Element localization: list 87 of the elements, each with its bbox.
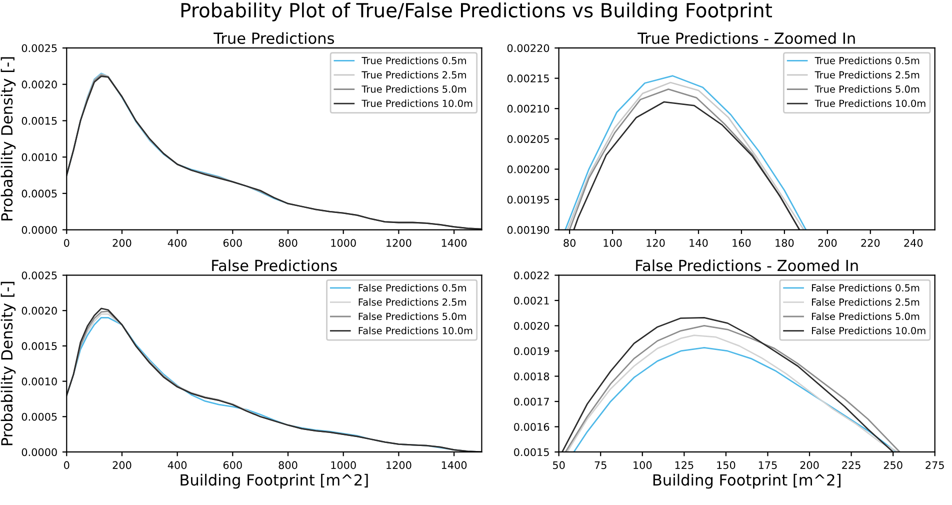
legend-label: False Predictions 10.0m [358,326,472,334]
y-tick-label: 0.0018 [514,372,550,380]
legend-label: True Predictions 5.0m [814,85,920,93]
x-tick-label: 0 [64,461,70,470]
y-tick-label: 0.0020 [514,322,550,330]
y-tick-label: 0.0015 [22,116,57,125]
x-tick-label: 0 [64,238,70,247]
y-tick-label: 0.00215 [507,74,549,82]
chart-title: False Predictions - Zoomed In [636,259,858,272]
legend-label: True Predictions 10.0m [362,100,472,108]
legend-label: False Predictions 5.0m [812,312,920,320]
x-tick-label: 800 [278,461,298,470]
y-tick-label: 0.0017 [514,398,549,406]
y-tick-label: 0.00195 [507,196,549,204]
x-tick-label: 1400 [442,238,467,247]
x-tick-label: 140 [690,238,708,247]
x-tick-label: 400 [168,461,187,470]
x-tick-label: 200 [818,238,837,247]
x-tick-label: 800 [278,238,298,247]
x-tick-label: 1000 [331,461,356,470]
x-tick-label: 80 [564,238,576,247]
x-tick-label: 75 [594,461,606,470]
y-axis-title: Probability Density [-] [0,282,16,446]
y-tick-label: 0.0015 [22,342,57,350]
y-axis-title: Probability Density [-] [0,57,16,220]
chart-title: True Predictions [214,32,334,44]
x-tick-label: 180 [776,238,794,247]
legend-label: True Predictions 2.5m [814,70,920,79]
x-tick-label: 100 [604,238,622,247]
x-tick-label: 240 [904,238,923,247]
legend-label: True Predictions 10.0m [814,100,926,108]
x-tick-label: 225 [842,461,860,470]
legend-label: False Predictions 2.5m [358,298,466,306]
legend-label: True Predictions 0.5m [814,56,920,64]
x-tick-label: 50 [553,461,565,470]
x-tick-label: 600 [223,461,242,470]
x-tick-label: 160 [732,238,751,247]
y-tick-label: 0.0021 [514,296,549,305]
chart-title: False Predictions [212,259,337,272]
y-tick-label: 0.0020 [22,306,57,315]
y-tick-label: 0.0010 [22,378,57,386]
legend-label: True Predictions 5.0m [362,85,466,93]
x-tick-label: 220 [861,238,880,247]
legend-label: False Predictions 0.5m [358,284,466,292]
x-tick-label: 250 [884,461,902,470]
y-tick-label: 0.0015 [514,448,549,456]
x-tick-label: 1200 [386,461,412,470]
y-tick-label: 0.00210 [507,104,550,113]
x-tick-label: 120 [646,238,665,247]
x-tick-label: 1000 [331,238,356,247]
y-tick-label: 0.00205 [507,135,549,143]
y-tick-label: 0.00200 [507,165,550,174]
legend-label: False Predictions 2.5m [812,298,920,306]
x-tick-label: 150 [717,461,736,470]
y-tick-label: 0.0025 [22,271,57,280]
y-tick-label: 0.0022 [514,271,549,280]
y-tick-label: 0.0019 [514,347,550,356]
y-tick-label: 0.0025 [22,44,57,52]
legend-label: False Predictions 0.5m [812,284,920,292]
y-tick-label: 0.0010 [22,153,57,162]
y-tick-label: 0.00220 [507,44,550,52]
x-axis-title: Building Footprint [m^2] [180,474,368,489]
y-tick-label: 0.0020 [22,80,57,88]
x-tick-label: 275 [926,461,944,470]
legend-label: False Predictions 5.0m [358,312,466,320]
x-axis-title: Building Footprint [m^2] [653,474,840,489]
text: Probability Plot of True/False Predictions vs Building Footprint [181,2,772,22]
y-tick-label: 0.0000 [22,226,57,234]
x-tick-label: 400 [168,238,187,247]
y-tick-label: 0.0000 [22,448,57,456]
y-tick-label: 0.0005 [22,412,57,421]
x-tick-label: 1200 [386,238,412,247]
x-tick-label: 200 [112,461,132,470]
x-tick-label: 600 [223,238,242,247]
x-tick-label: 175 [758,461,777,470]
y-tick-label: 0.0016 [514,422,550,431]
y-tick-label: 0.00190 [507,226,550,234]
y-tick-label: 0.0005 [22,190,57,198]
x-tick-label: 100 [634,461,652,470]
x-tick-label: 125 [675,461,694,470]
x-tick-label: 200 [112,238,132,247]
x-tick-label: 1400 [442,461,467,470]
legend-label: False Predictions 10.0m [812,326,926,334]
chart-title: True Predictions - Zoomed In [638,32,855,44]
legend-label: True Predictions 0.5m [362,56,466,64]
legend-label: True Predictions 2.5m [362,70,466,79]
x-tick-label: 200 [800,461,819,470]
